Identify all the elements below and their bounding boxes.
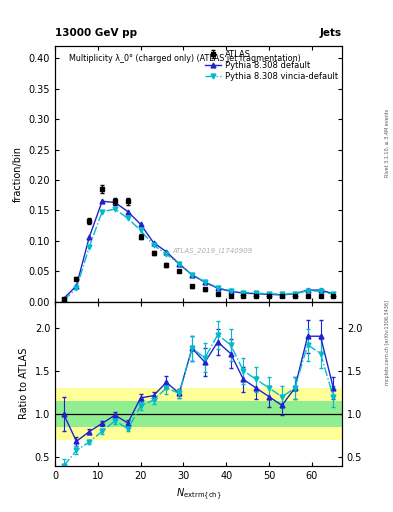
Text: Jets: Jets [320,28,342,38]
Y-axis label: Ratio to ATLAS: Ratio to ATLAS [19,348,29,419]
Text: mcplots.cern.ch [arXiv:1306.3436]: mcplots.cern.ch [arXiv:1306.3436] [385,301,389,386]
Legend: ATLAS, Pythia 8.308 default, Pythia 8.308 vincia-default: ATLAS, Pythia 8.308 default, Pythia 8.30… [203,49,340,83]
Y-axis label: fraction/bin: fraction/bin [13,146,23,202]
X-axis label: $N_{\rm extrm\{ch\}}$: $N_{\rm extrm\{ch\}}$ [176,486,221,502]
Text: 13000 GeV pp: 13000 GeV pp [55,28,137,38]
Text: ATLAS_2019_I1740909: ATLAS_2019_I1740909 [173,247,253,254]
Text: Multiplicity λ_0° (charged only) (ATLAS jet fragmentation): Multiplicity λ_0° (charged only) (ATLAS … [70,54,301,63]
Text: Rivet 3.1.10, ≥ 3.4M events: Rivet 3.1.10, ≥ 3.4M events [385,109,389,178]
